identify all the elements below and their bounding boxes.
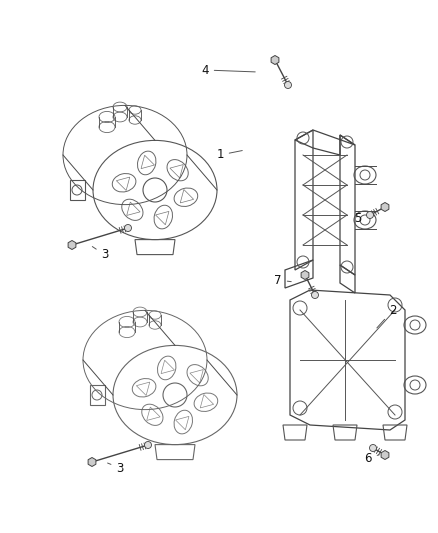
Polygon shape [301,271,309,279]
Polygon shape [381,203,389,212]
Circle shape [285,82,292,88]
Text: 5: 5 [354,212,372,224]
Polygon shape [68,240,76,249]
Circle shape [367,212,374,219]
Circle shape [311,292,318,298]
Text: 6: 6 [364,451,379,464]
Circle shape [145,441,152,448]
Text: 3: 3 [92,247,109,262]
Polygon shape [271,55,279,64]
Polygon shape [381,450,389,459]
Polygon shape [88,457,96,466]
Text: 7: 7 [274,273,291,287]
Text: 3: 3 [108,462,124,474]
Text: 1: 1 [216,149,242,161]
Text: 4: 4 [201,63,255,77]
Circle shape [370,445,377,451]
Text: 2: 2 [377,303,397,328]
Circle shape [124,224,131,231]
